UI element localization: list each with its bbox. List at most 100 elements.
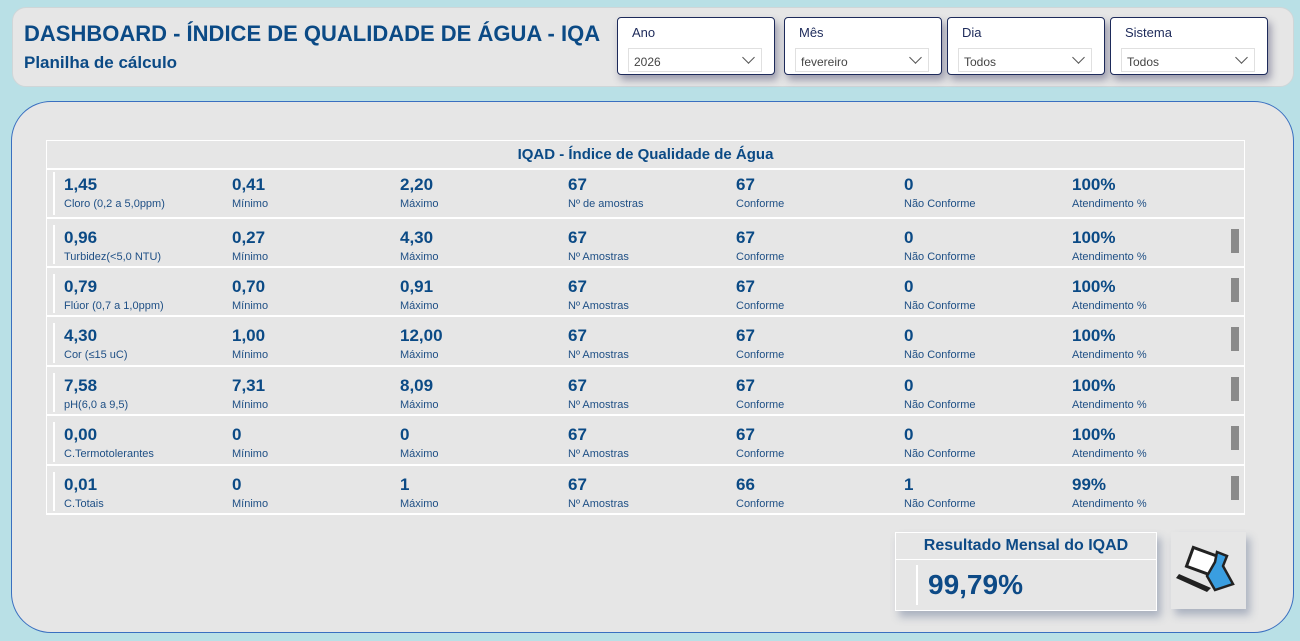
metric-label: Conforme [736, 498, 785, 510]
filter-label: Sistema [1125, 25, 1172, 40]
filter-value: 2026 [634, 55, 661, 69]
table-title: IQAD - Índice de Qualidade de Água [47, 141, 1244, 170]
metric-label: Mínimo [232, 251, 269, 263]
metric-value: 66 [736, 475, 755, 494]
result-value: 99,79% [928, 569, 1023, 600]
metric-label: Conforme [736, 349, 785, 361]
metric-label: C.Termotolerantes [64, 448, 154, 460]
metric-label: C.Totais [64, 498, 104, 510]
metric-value: 0,96 [64, 228, 98, 247]
metric-cell: 66 Conforme [736, 474, 896, 512]
metric-cell: 0,27 Mínimo [232, 227, 392, 265]
metric-value: 0,01 [64, 475, 98, 494]
metric-label: Máximo [400, 498, 439, 510]
metric-label: Nº Amostras [568, 399, 629, 411]
scrollbar[interactable] [1231, 327, 1239, 351]
filter-dropdown[interactable]: Todos [958, 48, 1092, 72]
metric-value: 100% [1072, 277, 1116, 296]
metric-value: 100% [1072, 175, 1116, 194]
scrollbar[interactable] [1231, 476, 1239, 500]
metric-value: 67 [568, 326, 587, 345]
scrollbar[interactable] [1231, 278, 1239, 302]
filter-label: Dia [962, 25, 982, 40]
metric-value: 67 [568, 277, 587, 296]
filter-dropdown[interactable]: fevereiro [795, 48, 929, 72]
filter-dropdown[interactable]: Todos [1121, 48, 1255, 72]
metric-value: 100% [1072, 425, 1116, 444]
metric-value: 7,58 [64, 376, 98, 395]
metric-label: Não Conforme [904, 349, 976, 361]
metric-cell: 0,01 C.Totais [64, 474, 224, 512]
metric-value: 0 [904, 326, 914, 345]
metric-label: Flúor (0,7 a 1,0ppm) [64, 300, 164, 312]
metric-value: 100% [1072, 228, 1116, 247]
metric-value: 67 [568, 475, 587, 494]
row-accent [53, 172, 55, 215]
metric-label: Mínimo [232, 448, 269, 460]
metric-label: Cor (≤15 uC) [64, 349, 128, 361]
metric-label: Atendimento % [1072, 349, 1147, 361]
filter-label: Ano [632, 25, 656, 40]
metric-label: Turbidez(<5,0 NTU) [64, 251, 162, 263]
metric-value: 0 [904, 175, 914, 194]
metric-label: Nº Amostras [568, 349, 629, 361]
metric-cell: 67 Conforme [736, 424, 896, 462]
metric-label: Não Conforme [904, 448, 976, 460]
table-row: 0,96 Turbidez(<5,0 NTU) 0,27 Mínimo 4,30 Máxi… [47, 221, 1244, 268]
metric-value: 0 [400, 425, 410, 444]
metric-cell: 7,58 pH(6,0 a 9,5) [64, 375, 224, 413]
scrollbar[interactable] [1231, 377, 1239, 401]
metric-label: Mínimo [232, 349, 269, 361]
metric-cell: 7,31 Mínimo [232, 375, 392, 413]
metric-label: Conforme [736, 300, 785, 312]
metric-value: 4,30 [64, 326, 98, 345]
metric-label: Máximo [400, 300, 439, 312]
metric-label: Não Conforme [904, 498, 976, 510]
metric-cell: 67 Nº de amostras [568, 174, 728, 212]
metric-value: 0 [904, 376, 914, 395]
metric-cell: 100% Atendimento % [1072, 325, 1232, 363]
monthly-result-card: Resultado Mensal do IQAD 99,79% [895, 532, 1157, 611]
metric-cell: 1,45 Cloro (0,2 a 5,0ppm) [64, 174, 224, 212]
metric-value: 0,00 [64, 425, 98, 444]
page-subtitle: Planilha de cálculo [24, 53, 178, 72]
metric-label: Não Conforme [904, 251, 976, 263]
filter-value: Todos [1127, 55, 1160, 69]
metric-cell: 100% Atendimento % [1072, 375, 1232, 413]
metric-cell: 4,30 Cor (≤15 uC) [64, 325, 224, 363]
scrollbar[interactable] [1231, 426, 1239, 450]
metric-cell: 0,96 Turbidez(<5,0 NTU) [64, 227, 224, 265]
metric-cell: 0 Não Conforme [904, 276, 1064, 314]
metric-cell: 12,00 Máximo [400, 325, 560, 363]
metric-cell: 67 Nº Amostras [568, 474, 728, 512]
metric-cell: 67 Conforme [736, 227, 896, 265]
metric-cell: 0,41 Mínimo [232, 174, 392, 212]
metric-cell: 67 Nº Amostras [568, 227, 728, 265]
scrollbar[interactable] [1231, 229, 1239, 253]
metric-cell: 0 Não Conforme [904, 424, 1064, 462]
metric-cell: 2,20 Máximo [400, 174, 560, 212]
metric-value: 0,79 [64, 277, 98, 296]
metric-value: 1 [904, 475, 914, 494]
metric-label: Atendimento % [1072, 448, 1147, 460]
metric-value: 0 [904, 228, 914, 247]
metric-value: 100% [1072, 326, 1116, 345]
metric-value: 0 [904, 277, 914, 296]
filter-value: fevereiro [801, 55, 848, 69]
metric-cell: 67 Nº Amostras [568, 424, 728, 462]
metric-label: Conforme [736, 448, 785, 460]
row-accent [53, 274, 55, 313]
metric-label: Mínimo [232, 498, 269, 510]
metric-label: Conforme [736, 399, 785, 411]
metric-value: 8,09 [400, 376, 434, 395]
metric-cell: 100% Atendimento % [1072, 227, 1232, 265]
metric-label: Mínimo [232, 300, 269, 312]
filter-dropdown[interactable]: 2026 [628, 48, 762, 72]
metric-label: Máximo [400, 349, 439, 361]
row-accent [53, 472, 55, 511]
row-accent [53, 422, 55, 462]
metric-value: 67 [568, 228, 587, 247]
metric-value: 67 [736, 277, 755, 296]
metric-cell: 0,91 Máximo [400, 276, 560, 314]
metric-cell: 67 Conforme [736, 276, 896, 314]
